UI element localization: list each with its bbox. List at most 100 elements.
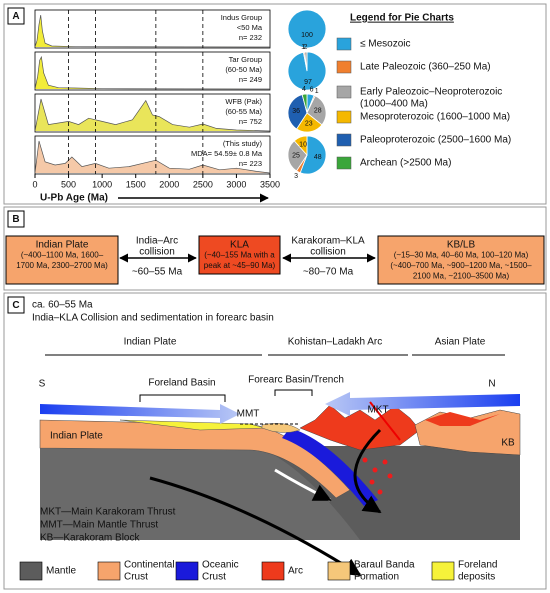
legend-label: deposits (458, 572, 495, 583)
legend-swatch (336, 37, 352, 51)
pie-label: 3 (294, 173, 298, 180)
plate-box (377, 235, 545, 285)
x-tick-label: 2000 (159, 179, 179, 189)
bracket (139, 394, 226, 402)
legend-swatch (431, 561, 455, 581)
pie-label: 100 (301, 32, 313, 39)
sample-label: (60-55 Ma) (225, 107, 262, 116)
x-tick-label: 1000 (92, 179, 112, 189)
panel-b-frame (3, 206, 547, 291)
plate-motion-arrow (40, 404, 240, 424)
panel-a: A U-Pb Age (Ma) Legend for Pie Charts (7, 7, 454, 204)
sample-label: Indus Group (221, 13, 262, 22)
legend-label: Mantle (46, 566, 76, 577)
pie-label: 4 (302, 86, 306, 93)
box-text: (~15–30 Ma, 40–60 Ma, 100–120 Ma) (394, 251, 529, 260)
panel-label: C (12, 300, 19, 311)
legend-label: Early Paleozoic–Neoproterozoic (360, 87, 502, 98)
melt (362, 457, 393, 495)
box-text: (~400–700 Ma, ~900–1200 Ma, ~1500– (390, 261, 532, 270)
feature-label: MKT (367, 405, 388, 416)
kde-curve (34, 98, 271, 132)
legend-swatch (336, 133, 352, 147)
region-label: Indian Plate (124, 337, 177, 348)
panel-label-box (7, 296, 25, 314)
pie-label: 48 (314, 154, 322, 161)
feature-label: KB (501, 438, 515, 449)
kde-curve (34, 55, 271, 90)
legend-label: Arc (288, 566, 303, 577)
legend-label: ≤ Mesozoic (360, 39, 411, 50)
legend-label: Foreland (458, 560, 497, 571)
legend-label: Mesoproterozoic (1600–1000 Ma) (360, 112, 510, 123)
region-label: Kohistan–Ladakh Arc (288, 337, 383, 348)
legend-swatch (336, 85, 352, 99)
panel-title: ca. 60–55 Ma (32, 300, 93, 311)
oceanic-slab (282, 428, 378, 506)
legend-swatch (261, 561, 285, 581)
panel-label: B (12, 214, 19, 225)
feature-label: MMT (237, 409, 260, 420)
region-label: Asian Plate (435, 337, 486, 348)
pie-slice (299, 135, 327, 175)
basin-label: Foreland Basin (148, 378, 215, 389)
panel-b: B (7, 210, 376, 263)
pie-label: 6 (310, 86, 314, 93)
x-tick-label: 1500 (126, 179, 146, 189)
link-label: India–Arc (136, 236, 178, 247)
x-tick-label: 0 (32, 179, 37, 189)
basin-label: Forearc Basin/Trench (248, 375, 344, 386)
legend-label: Crust (124, 572, 148, 583)
legend-label: Formation (354, 572, 399, 583)
link-label: collision (139, 247, 175, 258)
sample-label: Tar Group (229, 55, 262, 64)
legend-label: Oceanic (202, 560, 239, 571)
pie-label: 1 (315, 88, 319, 95)
slab-motion (274, 468, 332, 502)
sample-label: n= 232 (239, 33, 262, 42)
pie-slice (293, 135, 308, 157)
mantle-flow (149, 476, 362, 577)
indian-crust (39, 419, 351, 499)
legend-label: Late Paleozoic (360–250 Ma) (360, 62, 491, 73)
legend-label: Continental (124, 560, 175, 571)
link-age: ~60–55 Ma (132, 267, 183, 278)
pie-label: 36 (292, 108, 300, 115)
panel-label-box (7, 7, 25, 25)
sample-label: n= 223 (239, 159, 262, 168)
link-age: ~80–70 Ma (303, 267, 354, 278)
legend-label: Paleoproterozoic (2500–1600 Ma) (360, 135, 511, 146)
pie-label: 28 (314, 107, 322, 114)
box-text: KLA (230, 240, 249, 251)
box-text: (~40–155 Ma with a (204, 251, 275, 260)
pie-slice (301, 93, 308, 114)
panel-c: C ca. 60–55 Ma India–KLA Collision and s… (7, 296, 521, 577)
pie-slice (304, 51, 308, 72)
legend-title: Legend for Pie Charts (350, 13, 454, 24)
mantle (40, 446, 520, 540)
sample-label: n= 752 (239, 117, 262, 126)
bracket (274, 389, 313, 396)
box-text: (~400–1100 Ma, 1600– (21, 251, 104, 260)
sample-label: MDA= 54.59± 0.8 Ma (191, 149, 263, 158)
x-axis-label: U-Pb Age (Ma) (40, 193, 108, 204)
panel-a-frame (3, 3, 547, 205)
plate-box (198, 235, 281, 275)
legend-label: Archean (>2500 Ma) (360, 158, 451, 169)
pie-slice (306, 95, 327, 126)
panel-label-box (7, 210, 25, 228)
baraul-banda (261, 423, 301, 433)
link-label: collision (310, 247, 346, 258)
pie-label: 10 (299, 142, 307, 149)
mantle-flow (353, 428, 382, 514)
legend-label: Baraul Banda (354, 560, 415, 571)
panel-label: A (12, 11, 19, 22)
subplot-frame (34, 51, 271, 91)
feature-label: Indian Plate (50, 431, 103, 442)
panel-c-frame (3, 292, 547, 590)
direction-label: N (488, 379, 495, 390)
legend-swatch (97, 561, 121, 581)
mkt-arrow (369, 401, 401, 441)
box-text: 2100 Ma, ~2100–3500 Ma) (413, 272, 510, 281)
